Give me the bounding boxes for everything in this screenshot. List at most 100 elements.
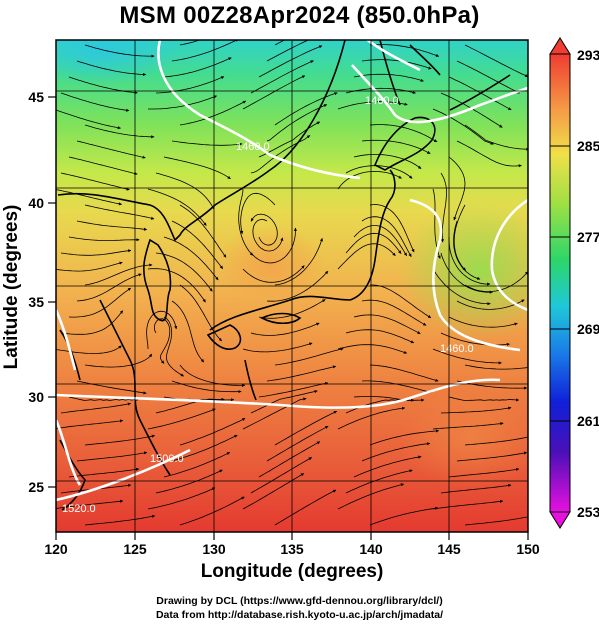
streamline [56,261,123,272]
streamline [147,408,216,430]
streamline [361,216,412,257]
streamline [153,318,171,364]
streamline [147,188,207,226]
streamline [440,332,510,346]
y-tick-label: 25 [28,479,44,495]
streamline [146,310,178,350]
streamline [250,457,312,494]
streamline [84,434,156,446]
x-axis-title: Longitude (degrees) [201,561,384,582]
streamline [266,270,329,302]
streamline [337,101,408,110]
colorbar [549,37,571,529]
streamline [345,232,402,254]
streamline [448,396,520,402]
y-tick-label: 45 [28,89,44,105]
streamline [155,172,215,210]
y-axis-title: Latitude (degrees) [1,205,22,370]
streamline [163,452,231,478]
streamline [353,225,408,256]
streamline [258,121,321,158]
streamline [163,57,232,78]
streamline [242,342,313,353]
chart-title: MSM 00Z28Apr2024 (850.0hPa) [119,2,480,29]
x-axis [55,532,529,540]
korea [142,238,172,322]
streamline [266,40,310,62]
streamline [369,204,415,253]
contour-label: 1500.0 [150,453,184,465]
streamline [250,389,318,414]
coastlines [57,40,511,511]
streamline [369,124,438,142]
streamline [353,314,421,335]
streamline [274,410,338,446]
streamline [242,473,305,510]
streamline [456,299,525,310]
streamline [337,483,405,510]
streamline [456,60,520,94]
streamline [179,40,202,46]
streamline [76,60,147,77]
y-tick-label: 35 [28,294,44,310]
streamline [464,516,528,526]
streamline [274,92,338,126]
streamline [266,365,337,382]
streamline [179,364,246,387]
contour-label: 1520.0 [62,503,96,515]
streamline [432,499,504,510]
streamline [155,76,225,94]
streamline [456,451,528,462]
streamline [84,124,155,139]
streamline [171,140,243,146]
streamline [84,353,153,368]
sakhalin-east [409,44,441,76]
streamline [464,124,528,151]
streamline [56,419,124,429]
streamline [60,402,132,414]
streamline [68,236,140,242]
colorbar-tick-label: 277 [577,229,599,245]
streamline [171,434,238,462]
x-tick-label: 125 [123,541,147,557]
x-tick-label: 130 [202,541,226,557]
x-tick-label: 150 [516,541,540,557]
streamline [369,506,439,526]
colorbar-tick-label: 285 [577,138,599,154]
streamline [369,364,439,382]
streamline [60,310,124,335]
streamline [274,489,337,526]
streamline [266,425,329,462]
credit-data: Data from http://database.rish.kyoto-u.a… [155,609,444,621]
streamline [68,287,132,318]
streamline [464,436,528,446]
y-axis [48,96,56,488]
streamline [432,422,504,430]
streamline [68,76,138,95]
streamlines [56,40,528,526]
y-tick-label: 30 [28,389,44,405]
streamline [76,273,142,302]
plot-area: 1460.0 1460.0 1460.0 1500.0 1520.0 [56,40,528,532]
streamline [258,441,321,478]
streamline [242,265,305,283]
streamline [84,204,155,220]
kuril-islands [449,74,511,111]
streamline [56,345,122,354]
kyushu [206,324,242,350]
streamline [250,322,320,336]
streamline [84,514,156,526]
streamline [84,263,153,286]
streamline [258,381,329,398]
contour-label: 1460.0 [236,141,270,153]
streamline [361,442,431,462]
streamline [148,95,218,110]
streamline [337,170,402,190]
streamline [266,104,328,142]
streamline [274,237,323,286]
graticule [56,40,528,532]
colorbar-tick-label: 253 [577,504,599,520]
streamline [440,172,447,243]
streamline [250,227,297,264]
